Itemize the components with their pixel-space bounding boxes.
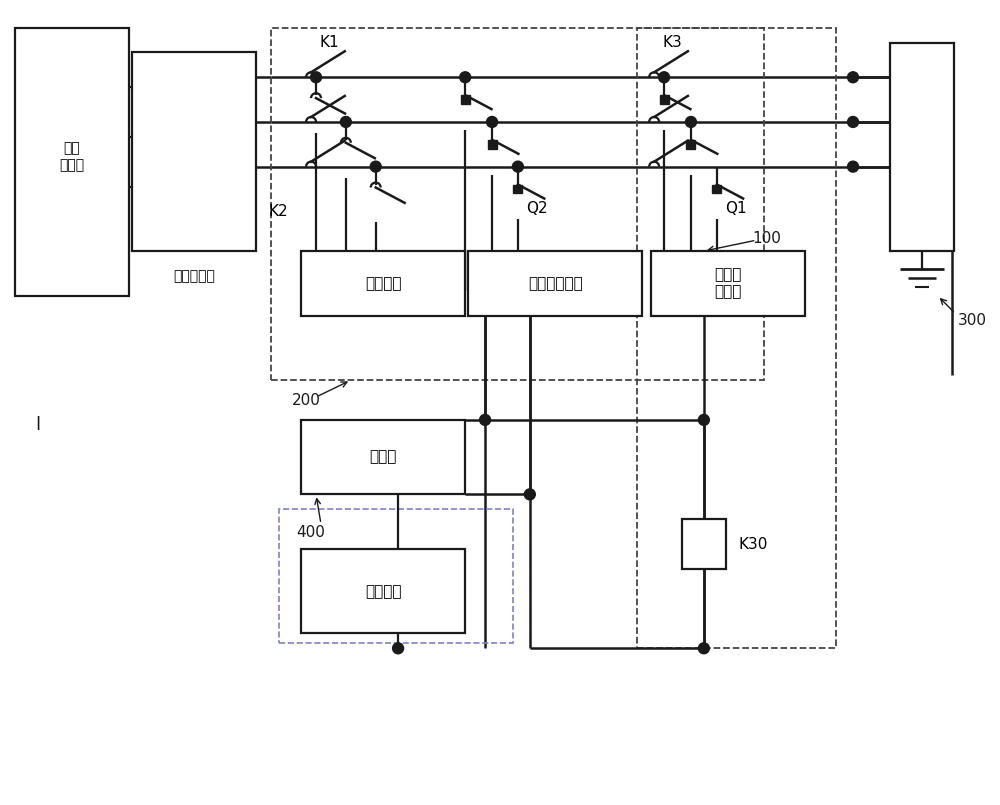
- Bar: [301, 420, 465, 494]
- Text: 400: 400: [297, 525, 325, 539]
- Bar: [890, 43, 954, 251]
- Circle shape: [698, 415, 709, 425]
- Text: K30: K30: [739, 536, 768, 551]
- Bar: [301, 549, 465, 634]
- Circle shape: [393, 643, 404, 654]
- Text: K1: K1: [319, 35, 339, 50]
- Bar: [712, 184, 721, 193]
- Circle shape: [524, 489, 535, 500]
- Text: 辅助
变流器: 辅助 变流器: [59, 142, 84, 171]
- Circle shape: [848, 72, 858, 83]
- Bar: [271, 27, 764, 380]
- Text: Q2: Q2: [526, 201, 547, 216]
- Text: 控制系统: 控制系统: [365, 584, 401, 599]
- Bar: [637, 27, 836, 648]
- Text: 蓄电池: 蓄电池: [369, 450, 397, 464]
- Circle shape: [512, 161, 523, 172]
- Circle shape: [340, 117, 351, 127]
- Bar: [132, 52, 256, 251]
- Bar: [651, 251, 805, 316]
- Text: 辅助负载: 辅助负载: [365, 276, 401, 291]
- Circle shape: [311, 72, 321, 83]
- Bar: [461, 95, 470, 104]
- Bar: [488, 140, 497, 149]
- Bar: [682, 519, 726, 569]
- Text: 300: 300: [957, 313, 986, 328]
- Text: 电源转
换模块: 电源转 换模块: [715, 267, 742, 299]
- Circle shape: [487, 117, 498, 127]
- Circle shape: [480, 415, 491, 425]
- Text: K2: K2: [268, 204, 288, 219]
- Circle shape: [685, 117, 696, 127]
- Text: l: l: [35, 416, 40, 434]
- Text: 200: 200: [292, 393, 321, 407]
- Bar: [660, 95, 669, 104]
- Circle shape: [698, 643, 709, 654]
- Text: K3: K3: [662, 35, 682, 50]
- Text: 辅助变压器: 辅助变压器: [174, 269, 216, 283]
- Circle shape: [848, 161, 858, 172]
- Circle shape: [848, 117, 858, 127]
- Bar: [301, 251, 465, 316]
- Bar: [15, 27, 129, 295]
- Circle shape: [370, 161, 381, 172]
- Circle shape: [659, 72, 670, 83]
- Bar: [279, 510, 513, 643]
- Bar: [468, 251, 642, 316]
- Bar: [686, 140, 695, 149]
- Text: Q1: Q1: [725, 201, 746, 216]
- Circle shape: [460, 72, 471, 83]
- Text: 100: 100: [752, 231, 781, 246]
- Text: 蓄电池充电机: 蓄电池充电机: [528, 276, 583, 291]
- Bar: [513, 184, 522, 193]
